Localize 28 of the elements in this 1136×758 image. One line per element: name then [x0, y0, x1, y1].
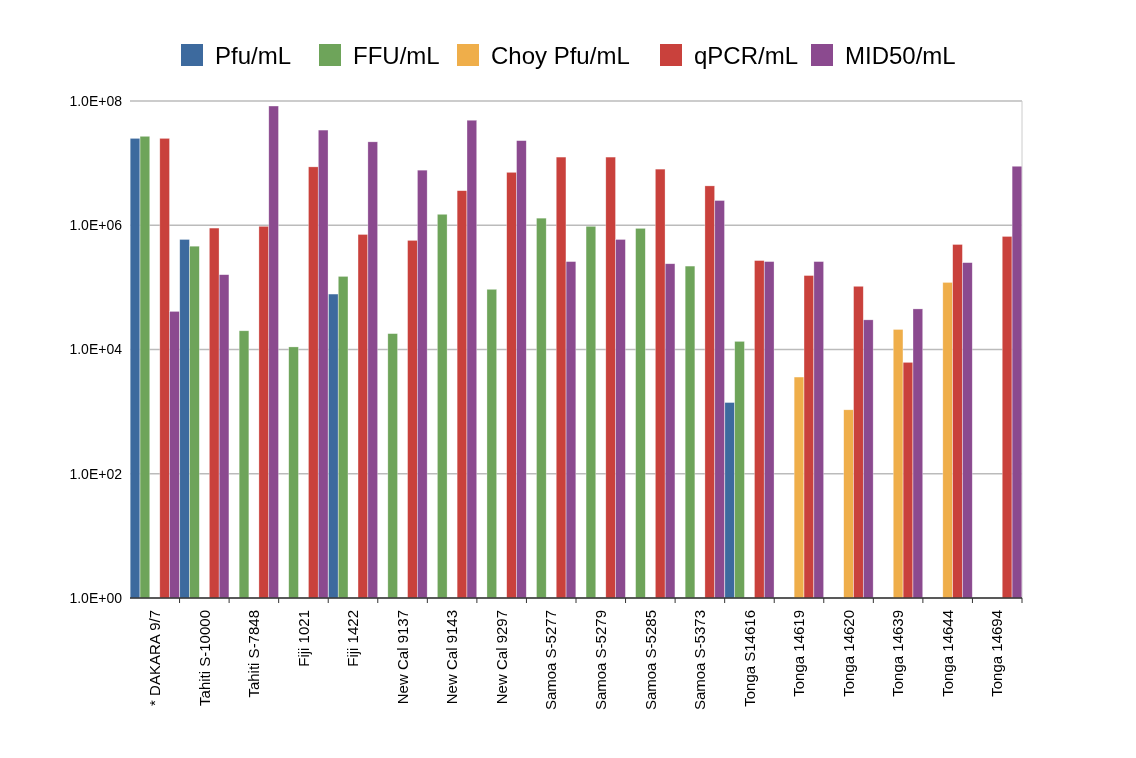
x-tick-label: Samoa S-5373	[691, 610, 709, 711]
x-tick-label: New Cal 9297	[492, 610, 510, 705]
legend-label: qPCR/mL	[694, 42, 799, 69]
x-tick-label: New Cal 9143	[443, 610, 461, 705]
x-tick-label: Tonga 14619	[790, 610, 808, 697]
x-tick-label: Fiji 1021	[294, 610, 312, 667]
x-tick-label: Tonga 14644	[938, 610, 956, 697]
x-tick-label: Tonga 14639	[889, 610, 907, 697]
x-tick-label: New Cal 9137	[393, 610, 411, 705]
x-tick-label: Tonga S14616	[740, 610, 758, 707]
y-tick-label: 1.0E+08	[69, 92, 123, 109]
y-tick-label: 1.0E+04	[69, 341, 123, 358]
legend-label: MID50/mL	[845, 42, 956, 69]
x-tick-label: Samoa S-5285	[641, 610, 659, 711]
y-tick-label: 1.0E+06	[69, 217, 123, 234]
x-tick-label: * DAKARA 9/7	[146, 610, 164, 706]
legend-label: FFU/mL	[353, 42, 440, 69]
x-tick-label: Tahiti S-7848	[245, 610, 263, 698]
x-tick-label: Samoa S-5277	[542, 610, 560, 711]
x-tick-label: Fiji 1422	[344, 610, 362, 667]
x-tick-label: Tonga 14694	[988, 610, 1006, 697]
y-tick-label: 1.0E+02	[69, 465, 123, 482]
x-tick-label: Tahiti S-10000	[195, 610, 213, 706]
legend-label: Pfu/mL	[215, 42, 292, 69]
y-tick-label: 1.0E+00	[69, 589, 123, 606]
legend-label: Choy Pfu/mL	[491, 42, 630, 69]
x-tick-label: Samoa S-5279	[592, 610, 610, 711]
x-tick-label: Tonga 14620	[839, 610, 857, 697]
